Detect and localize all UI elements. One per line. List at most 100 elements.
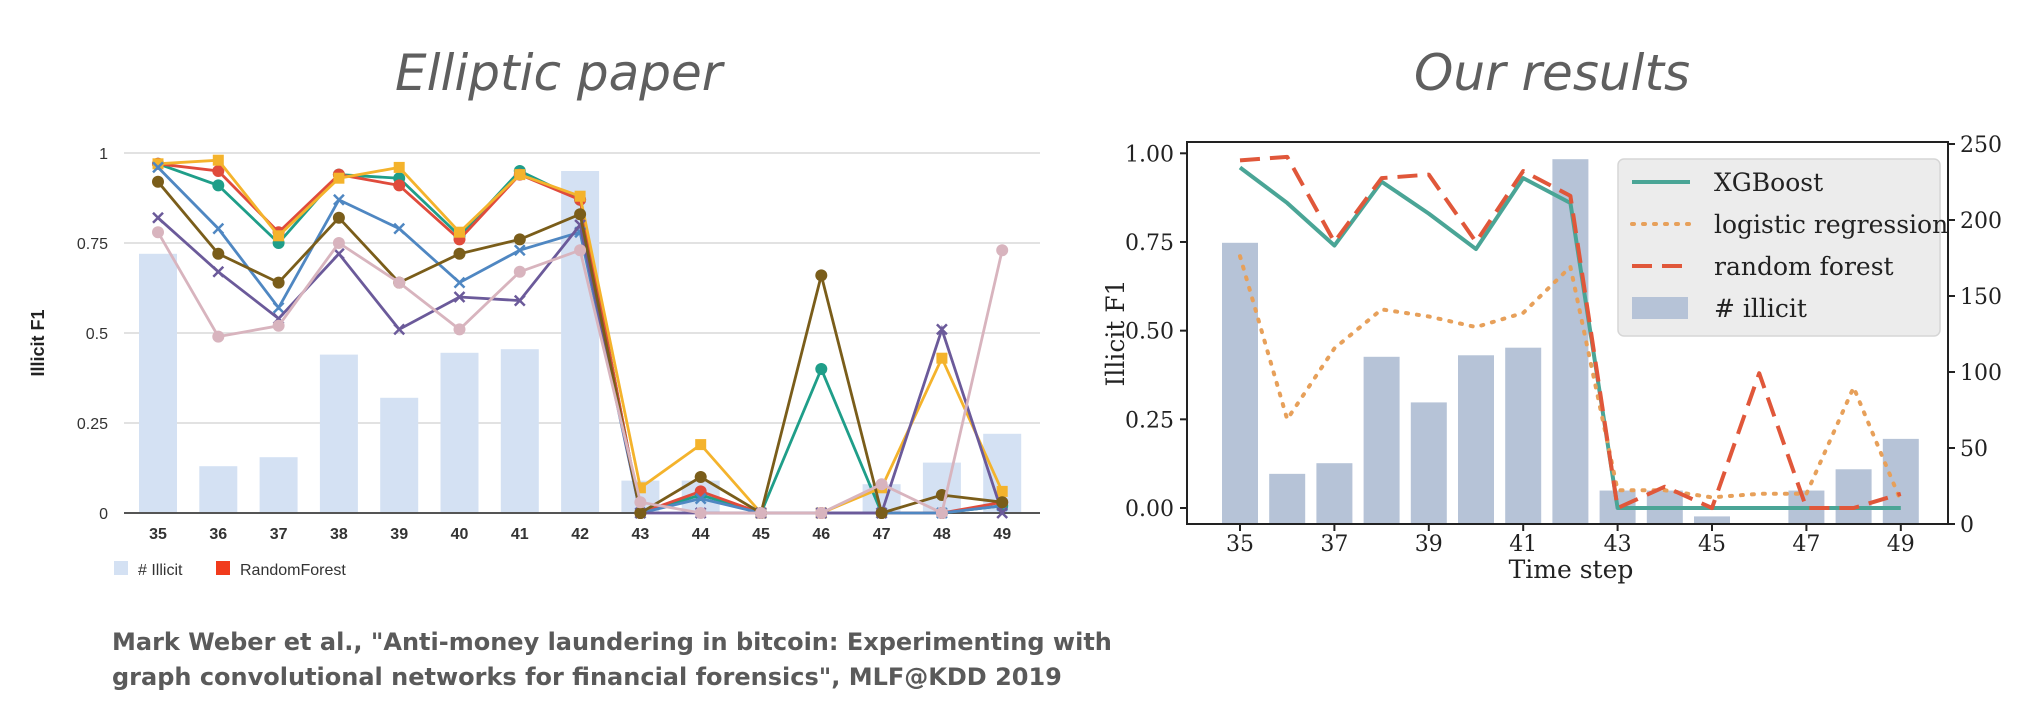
left-x-tick-label: 49 [993, 526, 1011, 543]
left-series-point [514, 169, 526, 181]
right-legend-label-illicit: # illicit [1714, 294, 1807, 323]
left-bar [319, 354, 358, 513]
right-y-tick-label: 0.00 [1125, 497, 1174, 522]
right-bar [1269, 473, 1306, 524]
left-x-tick-label: 43 [632, 526, 650, 543]
right-x-tick-label: 43 [1604, 532, 1632, 557]
left-x-tick-label: 40 [451, 526, 469, 543]
left-y-tick-label: 0.25 [77, 416, 108, 433]
right-bar [1410, 402, 1447, 524]
right-x-axis-label: Time step [1509, 555, 1634, 584]
right-plot-frame [1186, 141, 1949, 525]
right-x-tick-label: 37 [1320, 532, 1348, 557]
left-series-point [695, 439, 707, 451]
left-series-point [152, 161, 164, 174]
right-chart-heading: Our results [1414, 44, 1691, 102]
left-x-tick-label: 47 [873, 526, 891, 543]
left-series-point [332, 237, 345, 249]
right-y2-tick-label: 0 [1960, 513, 1974, 538]
left-series-point [212, 179, 225, 192]
right-y-axis-label: Illicit F1 [1101, 279, 1130, 386]
left-x-tick-label: 36 [209, 526, 227, 543]
left-series-point [936, 352, 948, 364]
left-series-point [574, 190, 586, 202]
left-y-axis-label: Illicit F1 [28, 309, 48, 376]
left-series-point [272, 301, 285, 314]
left-series-point [453, 291, 466, 303]
left-series-point [936, 323, 948, 336]
left-series-point [996, 244, 1009, 257]
left-series-point [453, 276, 466, 289]
left-series-point [634, 496, 647, 509]
left-series-point [212, 165, 225, 177]
left-series-point [996, 507, 1009, 519]
left-y-tick-label: 0 [99, 506, 108, 523]
left-series-point [453, 247, 466, 260]
left-bar [922, 462, 961, 513]
right-y2-tick-label: 150 [1960, 285, 2002, 310]
left-bar [259, 457, 298, 513]
left-legend-label-randomforest: RandomForest [240, 562, 346, 579]
left-series-point [152, 175, 164, 188]
left-series-point [634, 507, 647, 519]
right-y-tick-label: 0.75 [1125, 231, 1174, 256]
left-series-point [212, 265, 225, 278]
right-bar [1316, 463, 1353, 524]
left-series-point [212, 247, 225, 260]
left-series-point [574, 208, 587, 221]
right-bar [1363, 356, 1400, 524]
left-series-point [875, 507, 888, 519]
left-x-tick-label: 42 [571, 526, 589, 543]
left-series-point [272, 319, 285, 332]
left-series-point [212, 222, 225, 235]
left-bar [440, 352, 479, 513]
right-bar [1694, 516, 1730, 524]
left-x-tick-label: 45 [752, 526, 770, 543]
left-bar [500, 349, 539, 513]
left-series-point [694, 507, 707, 519]
right-bar [1882, 438, 1919, 524]
left-series-point [152, 211, 164, 224]
left-series-point [333, 193, 345, 206]
right-legend-box [1617, 158, 1941, 337]
right-bar [1222, 242, 1258, 525]
left-series-point [755, 507, 767, 519]
left-y-tick-label: 0.75 [77, 236, 108, 253]
left-series-point [212, 330, 225, 343]
left-series-point [935, 507, 948, 519]
left-y-tick-label: 1 [99, 146, 108, 163]
left-legend-label-illicit: # Illicit [138, 562, 183, 579]
left-series-point [513, 265, 526, 278]
citation-line-1: Mark Weber et al., "Anti-money launderin… [112, 628, 1112, 656]
left-series-point [393, 161, 405, 173]
right-series-line-dotted [1238, 254, 1903, 503]
left-x-tick-label: 46 [812, 526, 830, 543]
left-series-point [152, 158, 164, 170]
right-y2-tick-label: 100 [1960, 361, 2002, 386]
right-legend-label-random-forest: random forest [1714, 252, 1894, 281]
right-y-tick-label: 0.25 [1125, 408, 1174, 433]
left-series-point [513, 294, 526, 307]
left-x-tick-label: 41 [511, 526, 529, 543]
right-y2-tick-label: 200 [1960, 209, 2002, 234]
left-series-point [574, 244, 587, 257]
left-series-point [152, 226, 164, 239]
left-bar [199, 466, 238, 513]
left-series-point [333, 247, 345, 260]
left-series-point [634, 482, 646, 494]
left-legend-swatch-randomforest [216, 561, 230, 575]
right-y-tick-label: 1.00 [1125, 142, 1174, 167]
right-series-line-dashed [1239, 154, 1902, 510]
citation: Mark Weber et al., "Anti-money launderin… [112, 625, 1112, 695]
left-chart-heading: Elliptic paper [395, 44, 723, 102]
left-x-tick-label: 38 [330, 526, 348, 543]
right-legend-label-logistic: logistic regression [1714, 210, 1948, 239]
left-series-point [272, 276, 285, 289]
left-bar [561, 171, 600, 513]
left-series-point [393, 276, 406, 289]
right-bar [1552, 159, 1589, 524]
left-series-point [273, 230, 285, 242]
right-x-tick-label: 35 [1226, 532, 1254, 557]
citation-line-2: graph convolutional networks for financi… [112, 663, 1062, 691]
left-series-point [996, 485, 1008, 497]
